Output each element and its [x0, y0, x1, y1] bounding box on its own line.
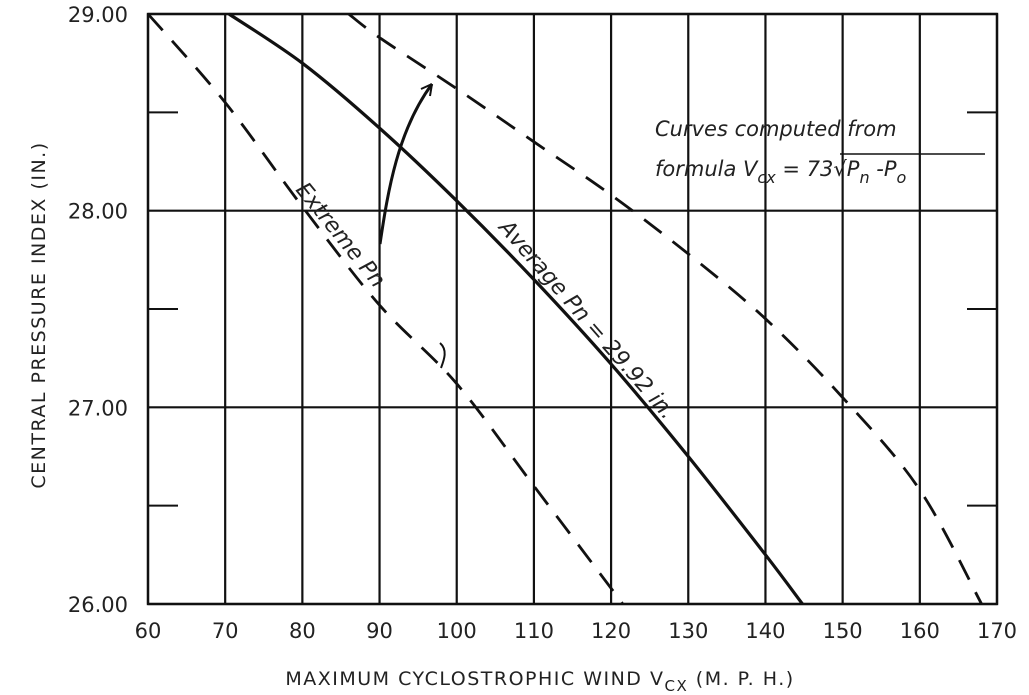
x-tick-label: 70	[212, 619, 239, 643]
x-tick-label: 170	[977, 619, 1017, 643]
x-tick-label: 110	[514, 619, 554, 643]
extreme-curve-label: Extreme Pn	[290, 178, 390, 293]
formula-annotation: Curves computed from formula Vcx = 73√Pn…	[655, 117, 985, 187]
annotation-line-1: Curves computed from	[655, 117, 897, 141]
series-line-1	[228, 12, 804, 605]
x-tick-label: 120	[591, 619, 631, 643]
series-layer	[146, 12, 983, 605]
series-line-3	[347, 12, 983, 605]
x-tick-label: 130	[668, 619, 708, 643]
y-tick-label: 29.00	[68, 3, 128, 27]
y-axis-label: CENTRAL PRESSURE INDEX (IN.)	[28, 141, 50, 488]
pointer-arrow	[378, 83, 446, 369]
x-tick-label: 150	[823, 619, 863, 643]
y-tick-label: 27.00	[68, 396, 128, 420]
y-tick-label: 28.00	[68, 200, 128, 224]
annotation-line-2: formula Vcx = 73√Pn -Po	[655, 157, 907, 187]
average-curve-label: Average Pn = 29.92 in.	[492, 214, 680, 425]
x-tick-label: 80	[289, 619, 316, 643]
x-axis-label: MAXIMUM CYCLOSTROPHIC WIND VCX (M. P. H.…	[285, 668, 794, 695]
x-tick-label: 90	[366, 619, 393, 643]
series-line-2	[146, 13, 624, 605]
tick-labels: 60 70 80 90 100 110 120 130 140 150 160 170 26.00 27.…	[68, 3, 1017, 643]
plot-frame	[146, 12, 999, 606]
x-tick-label: 160	[900, 619, 940, 643]
x-tick-label: 60	[135, 619, 162, 643]
y-tick-label: 26.00	[68, 593, 128, 617]
x-tick-label: 140	[745, 619, 785, 643]
x-tick-label: 100	[437, 619, 477, 643]
